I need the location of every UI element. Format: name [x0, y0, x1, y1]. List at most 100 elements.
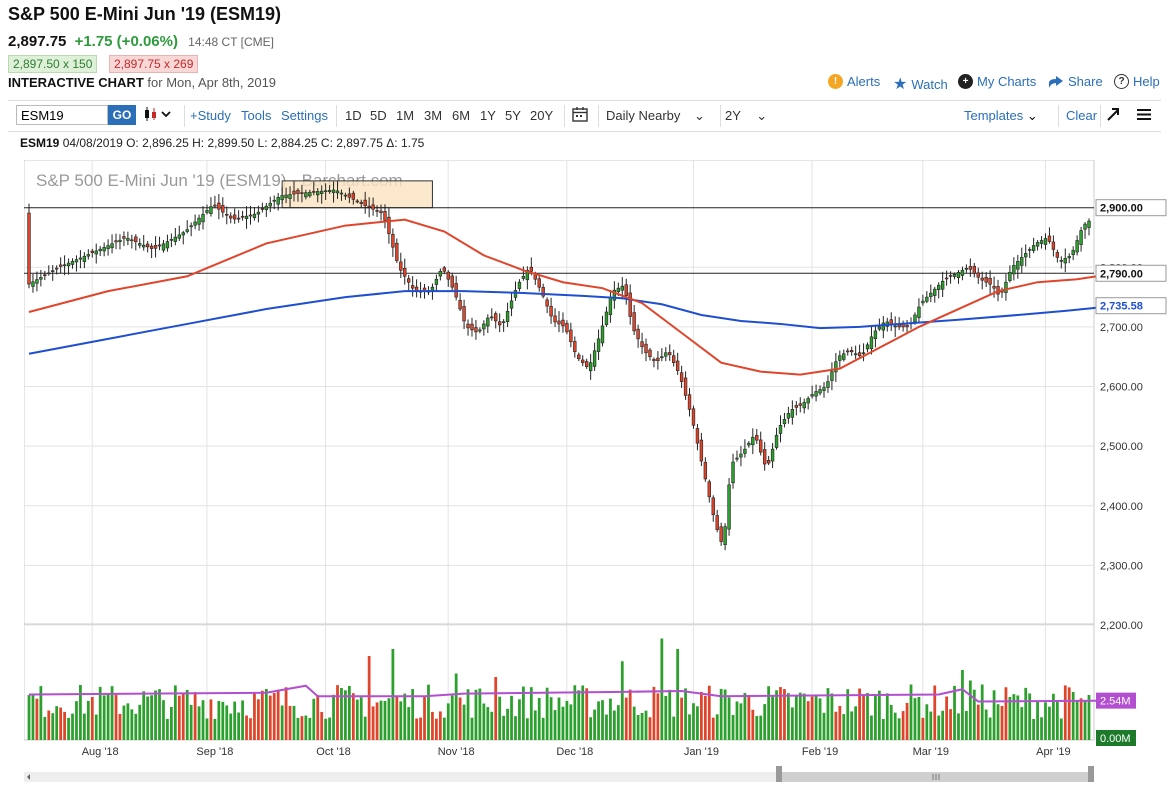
- candle-body: [86, 254, 91, 257]
- candle-body: [153, 245, 158, 249]
- x-tick-label: Mar '19: [913, 746, 949, 758]
- x-tick-label: Apr '19: [1036, 746, 1071, 758]
- volume-bar: [806, 701, 810, 740]
- go-button[interactable]: GO: [108, 105, 136, 125]
- volume-bar: [814, 694, 818, 740]
- volume-bar: [822, 712, 826, 740]
- templates-button[interactable]: Templates ⌄: [964, 108, 1038, 124]
- volume-bar: [1048, 706, 1051, 740]
- symbol-input[interactable]: [16, 105, 108, 125]
- candle-body: [106, 245, 110, 250]
- candle-body: [351, 192, 356, 200]
- volume-bar: [763, 704, 767, 740]
- volume-bar: [1067, 687, 1071, 740]
- calendar-button[interactable]: [572, 106, 588, 125]
- candle-body: [1027, 249, 1032, 251]
- volume-bar: [79, 685, 82, 740]
- period-1m[interactable]: 1M: [396, 108, 415, 123]
- scrollbar-track[interactable]: [24, 766, 1169, 784]
- candle-body: [592, 350, 597, 367]
- study-button[interactable]: +Study: [190, 108, 231, 123]
- volume-bar: [146, 696, 150, 740]
- clear-button[interactable]: Clear: [1066, 108, 1098, 123]
- volume-bar: [257, 699, 260, 740]
- volume-bar: [775, 690, 778, 740]
- volume-bar: [486, 707, 490, 740]
- alerts-button[interactable]: ! Alerts: [828, 74, 880, 89]
- period-6m[interactable]: 6M: [452, 108, 471, 123]
- volume-bar: [510, 695, 513, 740]
- candle-body: [58, 264, 63, 267]
- volume-bar: [846, 689, 850, 740]
- candle-body: [505, 310, 510, 322]
- volume-bar: [612, 710, 616, 740]
- volume-bar: [221, 701, 225, 740]
- volume-bar: [363, 716, 367, 740]
- period-20y[interactable]: 20Y: [530, 108, 554, 123]
- chart-heading-date: for Mon, Apr 8th, 2019: [147, 75, 277, 90]
- horizontal-levels: [24, 207, 1094, 274]
- volume-bar: [913, 698, 917, 740]
- volume-bar: [415, 718, 418, 740]
- candle-body: [371, 204, 375, 210]
- volume-bar: [367, 656, 371, 740]
- candle-body: [636, 328, 640, 340]
- candle-body: [268, 202, 272, 207]
- period-1d[interactable]: 1D: [345, 108, 362, 123]
- watch-button[interactable]: ★ Watch: [893, 74, 948, 94]
- range-select[interactable]: 2Y ⌄: [725, 108, 767, 124]
- volume-bar: [324, 718, 328, 740]
- scrollbar-right-handle[interactable]: [1088, 766, 1094, 782]
- volume-bar: [605, 714, 608, 740]
- candle-body: [1039, 240, 1044, 244]
- candle-body: [557, 320, 561, 325]
- volume-bar: [450, 695, 454, 740]
- volume-bar: [122, 705, 126, 740]
- chart-type-button[interactable]: [144, 106, 174, 125]
- fullscreen-button[interactable]: [1106, 106, 1120, 125]
- volume-bar: [1044, 702, 1047, 740]
- volume-bar: [201, 700, 205, 740]
- volume-bar: [968, 680, 972, 740]
- chart-canvas[interactable]: S&P 500 E-Mini Jun '19 (ESM19) - Barchar…: [24, 160, 1169, 760]
- price-chart[interactable]: S&P 500 E-Mini Jun '19 (ESM19) - Barchar…: [24, 160, 1169, 760]
- menu-button[interactable]: [1136, 106, 1152, 125]
- volume-bar: [719, 688, 723, 740]
- candle-body: [905, 324, 909, 328]
- interval-select[interactable]: Daily Nearby ⌄: [606, 108, 705, 124]
- candle-body: [102, 247, 106, 252]
- period-1y[interactable]: 1Y: [480, 108, 496, 123]
- my-charts-button[interactable]: + My Charts: [958, 74, 1036, 89]
- volume-bar: [838, 705, 842, 740]
- period-5d[interactable]: 5D: [370, 108, 387, 123]
- candle-body: [260, 208, 265, 210]
- candle-body: [739, 453, 743, 458]
- period-3m[interactable]: 3M: [424, 108, 443, 123]
- volume-bar: [249, 718, 252, 740]
- volume-bar: [743, 692, 747, 740]
- volume-bar: [316, 695, 320, 740]
- volume-bar: [672, 716, 676, 740]
- volume-bar: [118, 713, 122, 740]
- volume-bar: [55, 706, 59, 740]
- candle-body: [327, 190, 332, 192]
- candle-body: [312, 191, 316, 193]
- candle-body: [185, 229, 189, 232]
- candle-body: [462, 306, 466, 322]
- scroll-left-arrow-icon[interactable]: [27, 774, 30, 780]
- period-5y[interactable]: 5Y: [505, 108, 521, 123]
- volume-bar: [624, 697, 628, 740]
- price-line: 2,897.75 +1.75 (+0.06%) 14:48 CT [CME]: [8, 33, 274, 50]
- volume-bar: [609, 698, 612, 740]
- volume-bar: [502, 715, 506, 740]
- share-button[interactable]: Share: [1048, 74, 1103, 89]
- settings-button[interactable]: Settings: [281, 108, 328, 123]
- quote-time: 14:48 CT [CME]: [188, 35, 274, 49]
- chart-scrollbar[interactable]: [24, 766, 1169, 784]
- help-button[interactable]: ? Help: [1114, 74, 1160, 89]
- tools-button[interactable]: Tools: [241, 108, 272, 123]
- volume-bar: [889, 704, 893, 740]
- volume-bar: [173, 685, 177, 740]
- volume-bar: [616, 705, 620, 740]
- scrollbar-left-handle[interactable]: [776, 766, 782, 782]
